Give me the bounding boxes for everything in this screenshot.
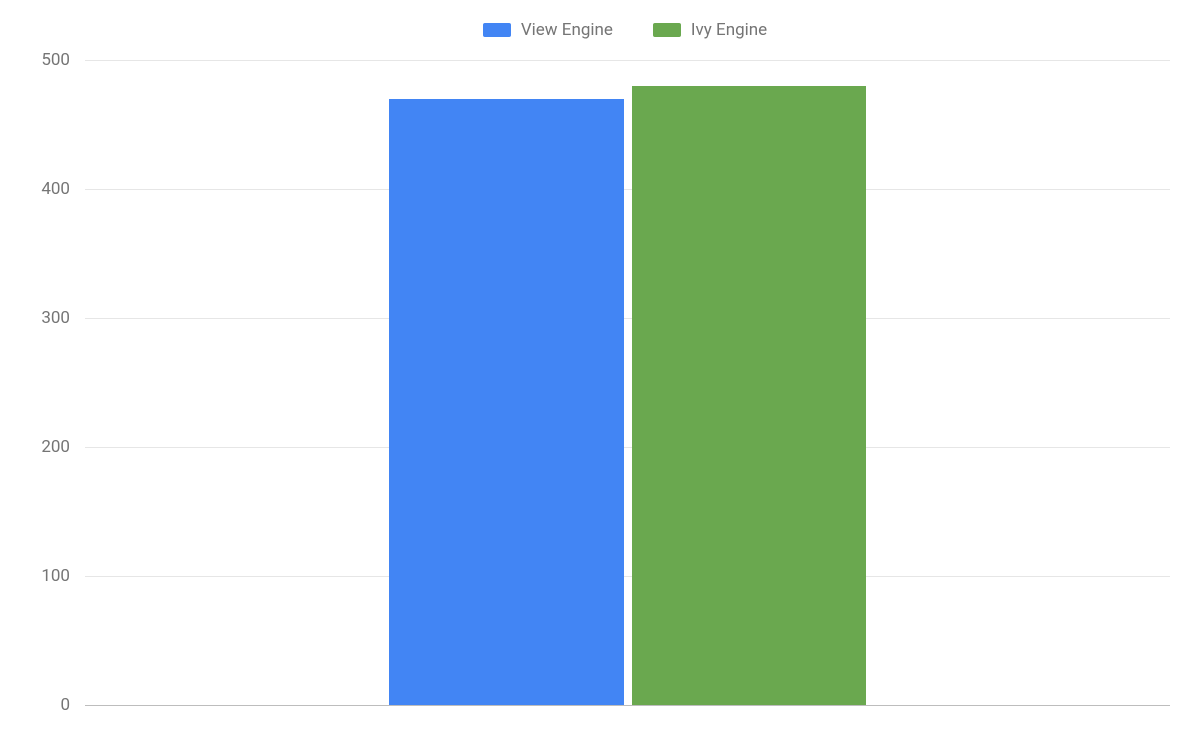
y-tick: 100 [41,566,70,586]
legend-swatch [653,23,681,37]
bar-chart: View Engine Ivy Engine 500 400 300 200 1… [30,10,1180,730]
y-tick: 400 [41,179,70,199]
legend-item-ivy-engine: Ivy Engine [653,20,767,40]
bar-ivy-engine [632,86,867,705]
y-axis: 500 400 300 200 100 0 [30,50,80,715]
chart-legend: View Engine Ivy Engine [70,10,1180,50]
legend-item-view-engine: View Engine [483,20,613,40]
legend-label: Ivy Engine [691,20,767,40]
y-tick: 500 [41,50,70,70]
y-tick: 300 [41,308,70,328]
legend-label: View Engine [521,20,613,40]
y-tick: 200 [41,437,70,457]
y-tick: 0 [60,695,70,715]
legend-swatch [483,23,511,37]
bar-view-engine [389,99,624,705]
plot-area: 500 400 300 200 100 0 [30,50,1180,715]
bars-group [85,50,1170,715]
